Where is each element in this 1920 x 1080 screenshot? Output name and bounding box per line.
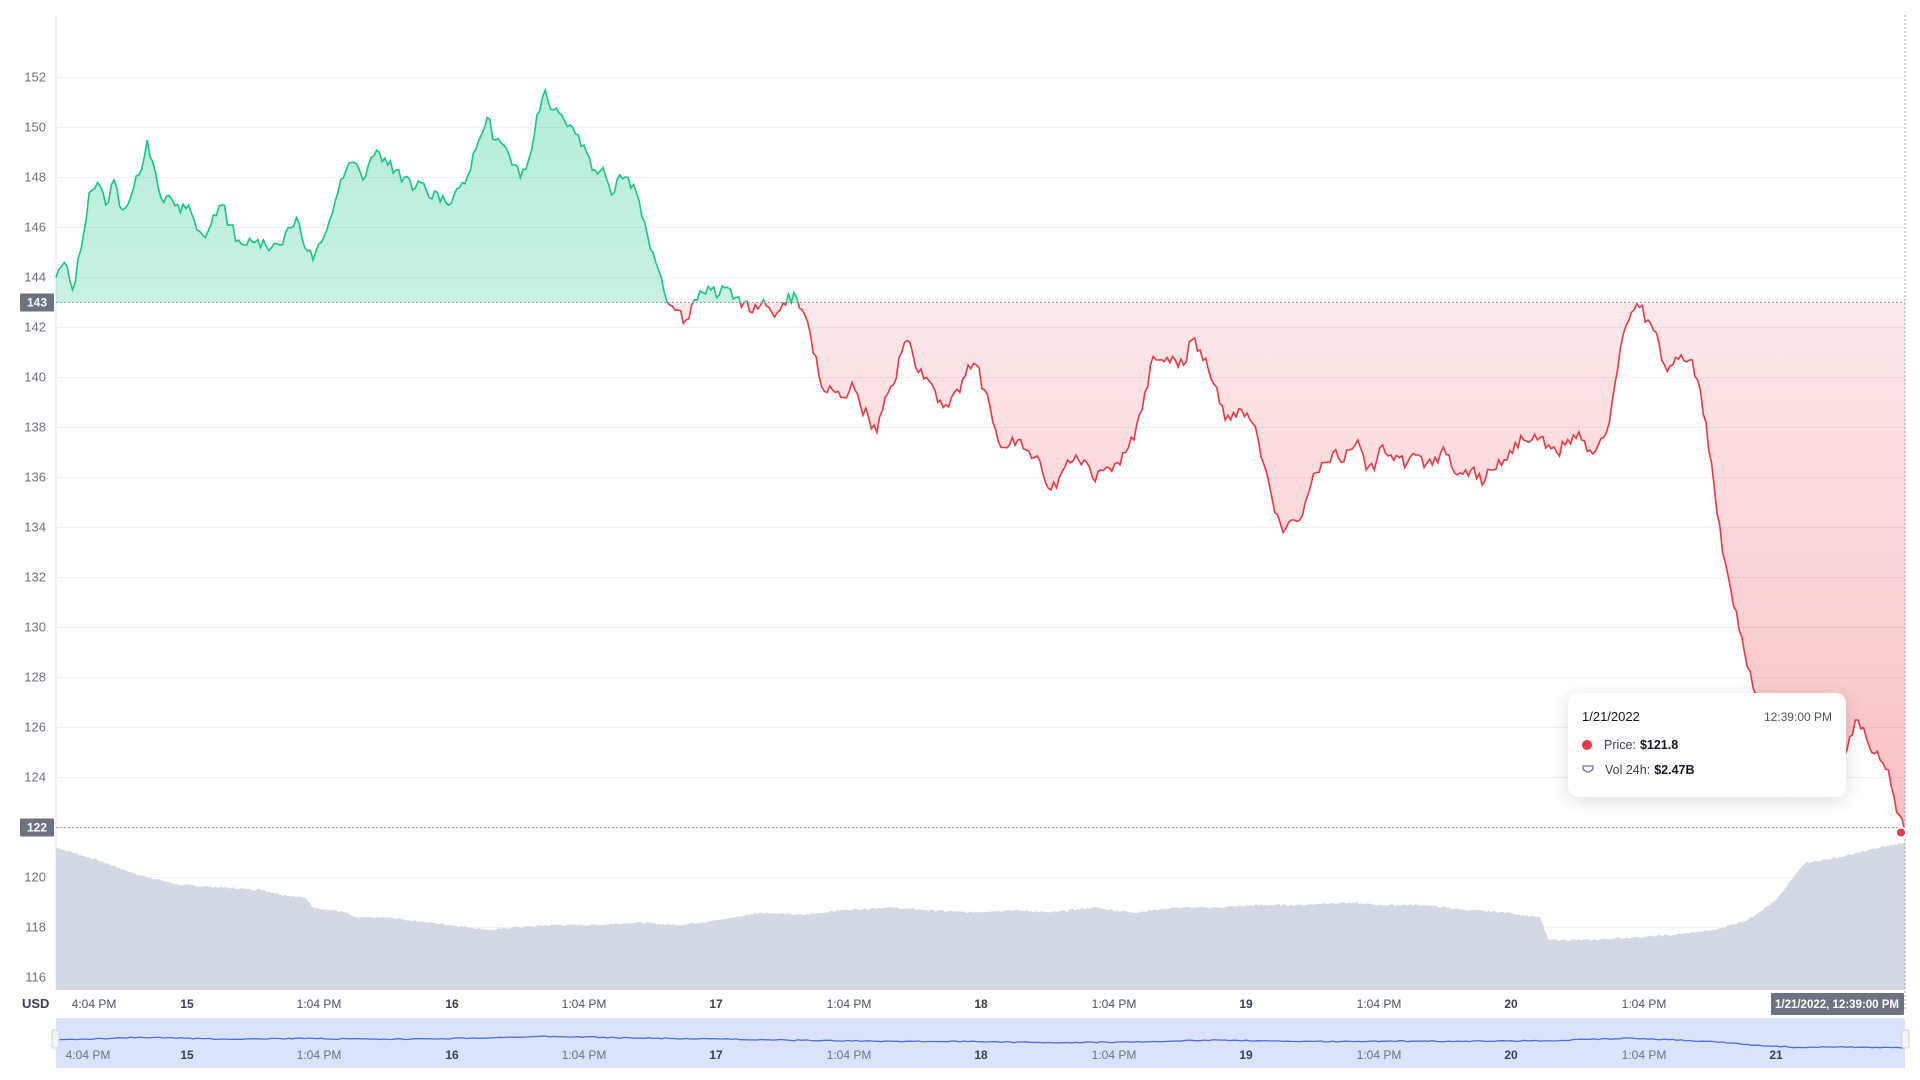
- crosshair-time-label: 1/21/2022, 12:39:00 PM: [1775, 999, 1899, 1011]
- x-tick-label: 15: [180, 997, 194, 1011]
- y-tick-label: 146: [24, 220, 46, 235]
- price-area-up: [56, 90, 1905, 303]
- current-price-badge-label: 122: [27, 821, 47, 835]
- tooltip-date: 1/21/2022: [1582, 709, 1640, 724]
- navigator-tick-label: 21: [1769, 1048, 1783, 1062]
- y-tick-label: 124: [24, 770, 46, 785]
- navigator-tick-label: 20: [1504, 1048, 1518, 1062]
- navigator-tick-label: 1:04 PM: [562, 1048, 607, 1062]
- y-tick-label: 118: [25, 920, 46, 935]
- y-tick-label: 120: [24, 870, 46, 885]
- y-tick-label: 136: [24, 470, 46, 485]
- y-tick-label: 140: [24, 370, 46, 385]
- currency-label: USD: [22, 996, 49, 1011]
- x-tick-label: 1:04 PM: [1357, 997, 1402, 1011]
- chart-tooltip: 1/21/2022 12:39:00 PM Price: $121.8 Vol …: [1568, 693, 1846, 797]
- y-tick-label: 138: [24, 420, 46, 435]
- reference-lines: 143 122: [20, 15, 1907, 1010]
- navigator-tick-label: 15: [180, 1048, 194, 1062]
- crosshair-time-badge: [1771, 993, 1904, 1015]
- volume-area: [56, 842, 1905, 990]
- x-tick-label: 1:04 PM: [1622, 997, 1667, 1011]
- navigator-tick-label: 1:04 PM: [827, 1048, 872, 1062]
- range-navigator[interactable]: 4:04 PM 15 1:04 PM 16 1:04 PM 17 1:04 PM 18 1:04…: [51, 1018, 1910, 1068]
- y-axis: 116 118 120 122 124 126 128 130 132 134 136 138 140 1…: [24, 70, 46, 985]
- navigator-tick-label: 17: [709, 1048, 723, 1062]
- current-price-badge: [20, 818, 54, 837]
- navigator-line: [55, 1035, 1905, 1049]
- y-tick-label: 152: [24, 70, 46, 85]
- x-tick-label: 19: [1239, 997, 1253, 1011]
- tooltip-volume-row: Vol 24h: $2.47B: [1582, 763, 1695, 777]
- price-dot-icon: [1582, 740, 1592, 750]
- y-tick-label: 128: [24, 670, 46, 685]
- navigator-tick-label: 4:04 PM: [66, 1048, 111, 1062]
- x-tick-label: 20: [1504, 997, 1518, 1011]
- y-tick-label: 130: [24, 620, 46, 635]
- tooltip-time: 12:39:00 PM: [1763, 710, 1832, 724]
- tooltip-volume-value: $2.47B: [1654, 763, 1695, 777]
- x-tick-label: 1:04 PM: [827, 997, 872, 1011]
- x-axis: 4:04 PM 15 1:04 PM 16 1:04 PM 17 1:04 PM 18 1:04…: [72, 993, 1904, 1015]
- navigator-handle-right: [1901, 1029, 1910, 1049]
- volume-area-fill: [56, 842, 1905, 990]
- tooltip-price-label: Price:: [1604, 738, 1636, 752]
- navigator-tick-label: 1:04 PM: [1622, 1048, 1667, 1062]
- tooltip-price-value: $121.8: [1639, 738, 1679, 752]
- x-tick-label: 17: [709, 997, 723, 1011]
- reference-price-badge-label: 143: [27, 296, 47, 310]
- navigator-tick-label: 19: [1239, 1048, 1253, 1062]
- price-series: [55, 87, 1906, 833]
- y-tick-label: 148: [24, 170, 46, 185]
- reference-price-badge: [20, 293, 54, 312]
- navigator-tick-label: 1:04 PM: [1357, 1048, 1402, 1062]
- x-tick-label: 1:04 PM: [1092, 997, 1137, 1011]
- navigator-tick-label: 1:04 PM: [1092, 1048, 1137, 1062]
- y-tick-label: 142: [24, 320, 46, 335]
- y-tick-label: 144: [24, 270, 46, 285]
- volume-icon: [1582, 765, 1594, 773]
- navigator-window: [56, 1018, 1905, 1068]
- y-tick-label: 132: [24, 570, 46, 585]
- y-tick-label: 150: [24, 120, 46, 135]
- tooltip-price-row: Price: $121.8: [1582, 738, 1678, 752]
- navigator-tick-label: 16: [445, 1048, 459, 1062]
- navigator-tick-label: 1:04 PM: [297, 1048, 342, 1062]
- y-tick-label: 126: [24, 720, 46, 735]
- gridlines: [55, 15, 1905, 990]
- price-line-down: [666, 302, 1906, 833]
- current-price-marker: [1895, 826, 1907, 839]
- navigator-tick-label: 18: [974, 1048, 988, 1062]
- navigator-handle-left: [51, 1029, 60, 1049]
- y-tick-label: 134: [24, 520, 46, 535]
- price-line-up: [55, 87, 799, 303]
- x-tick-label: 18: [974, 997, 988, 1011]
- x-tick-label: 16: [445, 997, 459, 1011]
- x-tick-label: 1:04 PM: [562, 997, 607, 1011]
- x-tick-label: 4:04 PM: [72, 997, 117, 1011]
- x-tick-label: 1:04 PM: [297, 997, 342, 1011]
- y-tick-label: 116: [25, 970, 46, 985]
- tooltip-volume-label: Vol 24h:: [1605, 763, 1651, 777]
- price-area-down: [56, 302, 1905, 833]
